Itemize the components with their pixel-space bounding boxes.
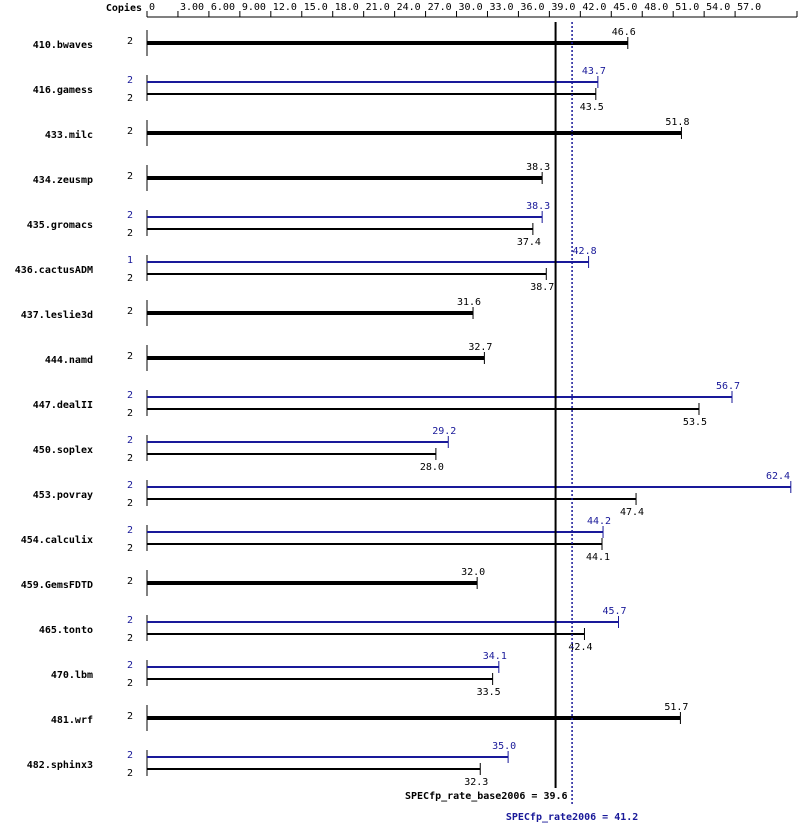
x-tick-label: 0 — [149, 2, 155, 13]
benchmark-label: 433.milc — [45, 129, 93, 141]
benchmark-label: 453.povray — [33, 490, 93, 501]
x-tick-label: 33.0 — [489, 2, 513, 13]
x-tick-label: 45.0 — [613, 2, 637, 13]
copies-label: 2 — [127, 498, 133, 509]
copies-label: 2 — [127, 480, 133, 491]
copies-header: Copies — [106, 2, 142, 14]
value-label: 51.7 — [664, 702, 688, 713]
copies-label: 2 — [127, 390, 133, 401]
x-tick-label: 57.0 — [737, 2, 761, 13]
benchmark-label: 434.zeusmp — [33, 175, 93, 186]
value-label: 44.1 — [586, 552, 610, 563]
value-label: 46.6 — [612, 27, 636, 38]
value-label: 56.7 — [716, 381, 740, 392]
copies-label: 2 — [127, 660, 133, 671]
copies-label: 2 — [127, 306, 133, 317]
x-tick-label: 48.0 — [644, 2, 668, 13]
copies-label: 2 — [127, 351, 133, 362]
x-tick-label: 42.0 — [582, 2, 606, 13]
copies-label: 2 — [127, 273, 133, 284]
copies-label: 2 — [127, 543, 133, 554]
x-tick-label: 6.00 — [211, 2, 235, 13]
value-label: 38.7 — [530, 282, 554, 293]
value-label: 43.7 — [582, 66, 606, 77]
value-label: 32.7 — [468, 342, 492, 353]
value-label: 35.0 — [492, 741, 516, 752]
benchmark-label: 436.cactusADM — [15, 265, 93, 276]
x-tick-label: 9.00 — [242, 2, 266, 13]
copies-label: 2 — [127, 615, 133, 626]
benchmark-label: 482.sphinx3 — [27, 759, 93, 771]
copies-label: 2 — [127, 408, 133, 419]
benchmark-label: 416.gamess — [33, 85, 93, 96]
benchmark-label: 459.GemsFDTD — [21, 580, 93, 591]
benchmark-label: 435.gromacs — [27, 220, 93, 231]
copies-label: 2 — [127, 525, 133, 536]
value-label: 33.5 — [477, 687, 501, 698]
value-label: 32.0 — [461, 567, 485, 578]
value-label: 29.2 — [432, 426, 456, 437]
value-label: 42.4 — [568, 642, 592, 653]
copies-label: 2 — [127, 126, 133, 137]
value-label: 34.1 — [483, 651, 507, 662]
x-tick-label: 24.0 — [397, 2, 421, 13]
copies-label: 2 — [127, 171, 133, 182]
x-tick-label: 21.0 — [366, 2, 390, 13]
value-label: 42.8 — [573, 246, 597, 257]
copies-label: 1 — [127, 255, 133, 266]
benchmark-label: 465.tonto — [39, 625, 93, 636]
value-label: 43.5 — [580, 102, 604, 113]
x-tick-label: 15.0 — [304, 2, 328, 13]
value-label: 47.4 — [620, 507, 644, 518]
benchmark-label: 444.namd — [45, 355, 93, 366]
x-tick-label: 12.0 — [273, 2, 297, 13]
benchmark-label: 437.leslie3d — [21, 309, 93, 321]
value-label: 62.4 — [766, 471, 790, 482]
reference-label: SPECfp_rate_base2006 = 39.6 — [405, 791, 568, 802]
x-tick-label: 3.00 — [180, 2, 204, 13]
benchmark-label: 447.dealII — [33, 400, 93, 411]
value-label: 38.3 — [526, 162, 550, 173]
copies-label: 2 — [127, 768, 133, 779]
value-label: 37.4 — [517, 237, 541, 248]
x-tick-label: 39.0 — [551, 2, 575, 13]
x-tick-label: 36.0 — [520, 2, 544, 13]
copies-label: 2 — [127, 210, 133, 221]
benchmark-label: 470.lbm — [51, 670, 93, 681]
value-label: 45.7 — [602, 606, 626, 617]
copies-label: 2 — [127, 36, 133, 47]
copies-label: 2 — [127, 711, 133, 722]
value-label: 28.0 — [420, 462, 444, 473]
value-label: 31.6 — [457, 297, 481, 308]
copies-label: 2 — [127, 75, 133, 86]
value-label: 44.2 — [587, 516, 611, 527]
x-tick-label: 54.0 — [706, 2, 730, 13]
copies-label: 2 — [127, 93, 133, 104]
benchmark-label: 450.soplex — [33, 445, 93, 456]
copies-label: 2 — [127, 633, 133, 644]
value-label: 51.8 — [665, 117, 689, 128]
x-tick-label: 18.0 — [335, 2, 359, 13]
x-tick-label: 27.0 — [428, 2, 452, 13]
copies-label: 2 — [127, 678, 133, 689]
copies-label: 2 — [127, 750, 133, 761]
reference-label: SPECfp_rate2006 = 41.2 — [506, 812, 638, 823]
copies-label: 2 — [127, 228, 133, 239]
copies-label: 2 — [127, 576, 133, 587]
benchmark-label: 410.bwaves — [33, 40, 93, 51]
x-tick-label: 51.0 — [675, 2, 699, 13]
benchmark-label: 454.calculix — [21, 534, 93, 546]
value-label: 38.3 — [526, 201, 550, 212]
value-label: 32.3 — [464, 777, 488, 788]
benchmark-label: 481.wrf — [51, 715, 93, 726]
copies-label: 2 — [127, 435, 133, 446]
x-tick-label: 30.0 — [459, 2, 483, 13]
value-label: 53.5 — [683, 417, 707, 428]
copies-label: 2 — [127, 453, 133, 464]
